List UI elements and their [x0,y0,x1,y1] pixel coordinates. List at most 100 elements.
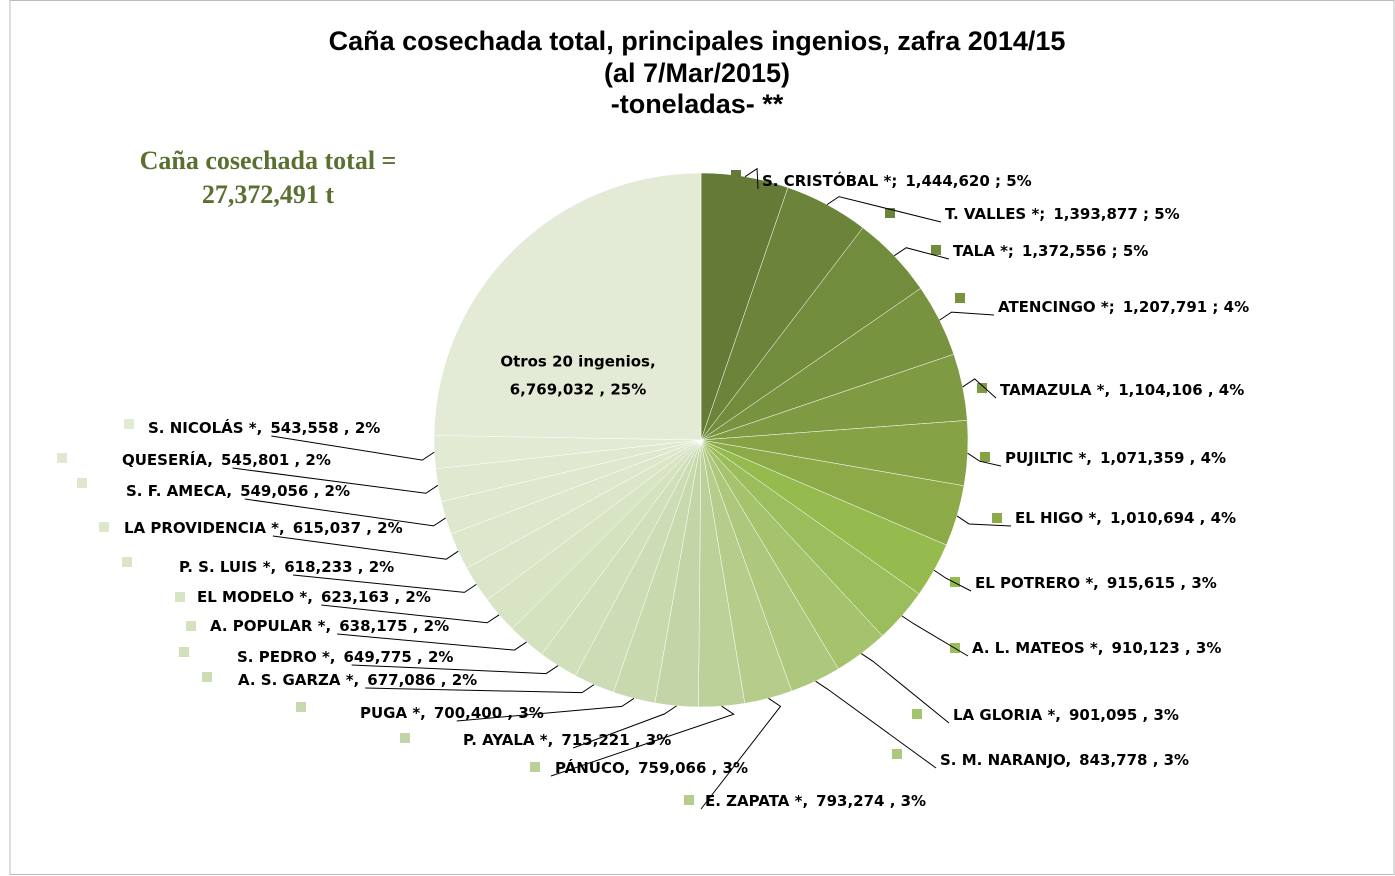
data-label: P. S. LUIS *, 618,233 , 2% [179,558,394,576]
legend-swatch [296,702,306,712]
category-label: TAMAZULA *, [1000,381,1110,399]
legend-swatch [179,647,189,657]
leader-line [351,664,559,675]
category-label: P. AYALA *, [463,731,553,749]
annotation: Caña cosechada total = [140,146,397,175]
value-label: 1,372,556 ; 5% [1022,242,1148,260]
chart-title: -toneladas- ** [611,89,784,119]
data-label: S. M. NARANJO, 843,778 , 3% [940,751,1189,769]
category-label: PÁNUCO, [555,758,630,777]
data-label: LA PROVIDENCIA *, 615,037 , 2% [124,519,403,537]
category-label: S. M. NARANJO, [940,751,1071,769]
leader-line [815,680,937,769]
data-label: S. CRISTÓBAL *; 1,444,620 ; 5% [762,171,1032,190]
data-label: PÁNUCO, 759,066 , 3% [555,758,748,777]
leader-line [826,196,942,223]
annotation: 27,372,491 t [202,180,335,209]
value-label: 649,775 , 2% [343,648,453,666]
category-label: ATENCINGO *; [998,298,1115,316]
category-label: TALA *; [953,242,1014,260]
category-label: A. L. MATEOS *, [972,639,1103,657]
category-label: EL HIGO *, [1015,509,1102,527]
leader-line [962,378,997,399]
data-label: PUGA *, 700,400 , 3% [360,704,544,722]
data-label: P. AYALA *, 715,221 , 3% [463,731,671,749]
value-label: 901,095 , 3% [1069,706,1179,724]
category-label: A. S. GARZA *, [238,671,359,689]
category-label: QUESERÍA, [122,450,213,469]
category-label: S. CRISTÓBAL *; [762,171,897,190]
value-label: 1,207,791 ; 4% [1123,298,1249,316]
leader-line [271,435,435,461]
leader-line [232,467,439,494]
leader-line [244,498,446,527]
legend-swatch [175,592,185,602]
legend-swatch [955,293,965,303]
data-label: TAMAZULA *, 1,104,106 , 4% [1000,381,1244,399]
legend-swatch [57,453,67,463]
data-label: E. ZAPATA *, 793,274 , 3% [705,792,926,810]
data-label: A. S. GARZA *, 677,086 , 2% [238,671,477,689]
leader-line [272,535,459,560]
category-label: PUJILTIC *, [1005,449,1092,467]
legend-swatch [950,577,960,587]
category-label: E. ZAPATA *, [705,792,808,810]
value-label: 700,400 , 3% [434,704,544,722]
value-label: 549,056 , 2% [240,482,350,500]
value-label: 638,175 , 2% [339,617,449,635]
leader-line [939,311,995,321]
value-label: 6,769,032 , 25% [510,381,647,399]
value-label: 1,104,106 , 4% [1118,381,1244,399]
value-label: 545,801 , 2% [221,451,331,469]
legend-swatch [892,749,902,759]
data-label: A. L. MATEOS *, 910,123 , 3% [972,639,1221,657]
category-label: T. VALLES *; [945,205,1045,223]
value-label: 1,393,877 ; 5% [1053,205,1179,223]
leader-line [456,698,635,722]
data-label: T. VALLES *; 1,393,877 ; 5% [945,205,1180,223]
data-label: S. F. AMECA, 549,056 , 2% [126,482,350,500]
leader-line [933,569,972,592]
leader-line [901,615,969,657]
data-label: TALA *; 1,372,556 ; 5% [953,242,1148,260]
value-label: 615,037 , 2% [293,519,403,537]
leader-line [550,705,735,777]
data-label: PUJILTIC *, 1,071,359 , 4% [1005,449,1226,467]
category-label: Otros 20 ingenios, [500,353,655,371]
value-label: 543,558 , 2% [270,419,380,437]
category-label: LA PROVIDENCIA *, [124,519,285,537]
legend-swatch [124,419,134,429]
legend-swatch [912,709,922,719]
legend-swatch [400,733,410,743]
data-label: EL MODELO *, 623,163 , 2% [197,588,431,606]
value-label: 677,086 , 2% [367,671,477,689]
value-label: 759,066 , 3% [638,759,748,777]
leader-line [956,515,1012,527]
value-label: 1,071,359 , 4% [1100,449,1226,467]
value-label: 1,010,694 , 4% [1110,509,1236,527]
category-label: EL MODELO *, [197,588,313,606]
value-label: 1,444,620 ; 5% [905,172,1031,190]
value-label: 915,615 , 3% [1107,574,1217,592]
legend-swatch [202,672,212,682]
category-label: EL POTRERO *, [975,574,1099,592]
leader-line [967,452,1002,467]
leader-line [337,633,527,651]
legend-swatch [99,522,109,532]
data-label: ATENCINGO *; 1,207,791 ; 4% [998,298,1249,316]
data-label: EL HIGO *, 1,010,694 , 4% [1015,509,1236,527]
chart-title: Caña cosechada total, principales ingeni… [329,26,1066,56]
leader-line [292,574,477,593]
legend-swatch [885,208,895,218]
legend-swatch [931,245,941,255]
leader-line [860,653,950,724]
value-label: 618,233 , 2% [284,558,394,576]
legend-swatch [992,513,1002,523]
category-label: PUGA *, [360,704,426,722]
leader-line [700,697,782,810]
leader-line [572,705,677,749]
data-label: QUESERÍA, 545,801 , 2% [122,450,331,469]
category-label: P. S. LUIS *, [179,558,276,576]
category-label: A. POPULAR *, [210,617,331,635]
